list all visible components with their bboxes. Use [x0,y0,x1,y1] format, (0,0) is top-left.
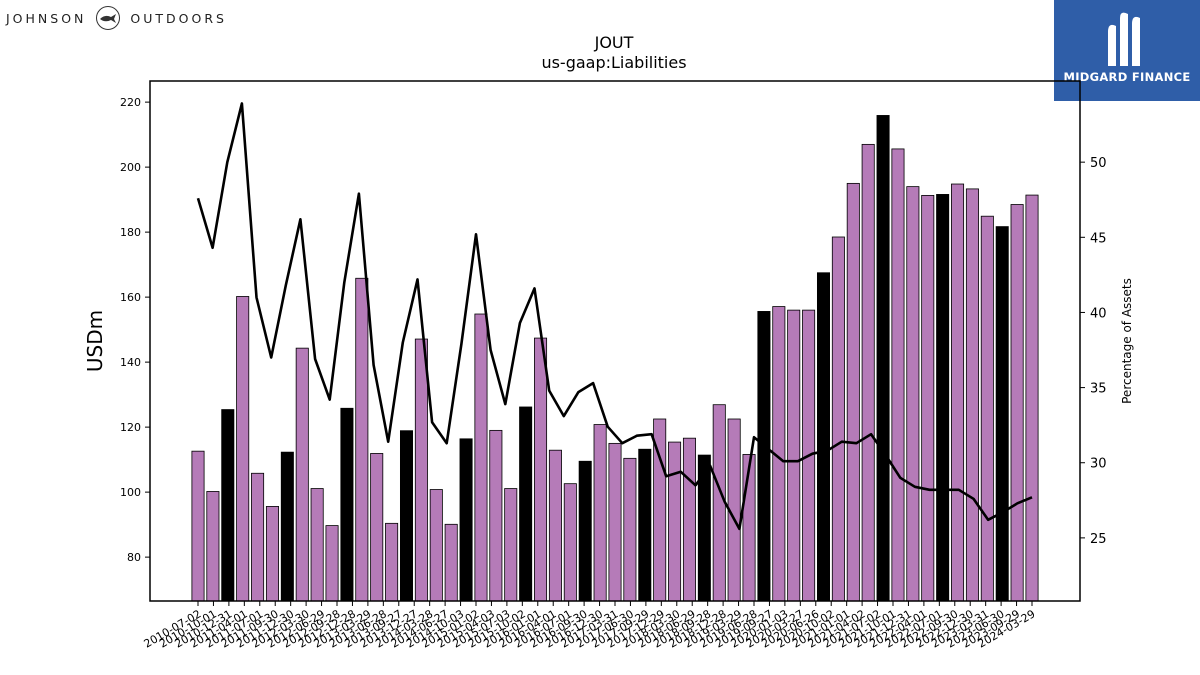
bar-21 [504,488,518,602]
bar-33 [682,437,696,602]
y2-tick-label: 30 [1090,457,1107,472]
percentage-line-series [196,102,1033,531]
bar-8 [310,488,324,602]
bar-34 [697,454,711,602]
fish-icon [96,6,121,30]
logo-text-johnson: JOHNSON [6,10,87,26]
bar-18 [459,438,473,602]
bar-54 [995,226,1009,602]
bar-48 [906,186,920,602]
bar-5 [265,506,279,602]
y-tick-label: 160 [120,291,141,304]
y-tick-label: 220 [120,96,141,109]
bar-46 [876,115,890,602]
bar-30 [638,448,652,602]
chart-subtitle: us-gaap:Liabilities [541,53,686,72]
bar-32 [668,441,682,602]
bar-13 [385,522,399,602]
y-tick-label: 200 [120,161,141,174]
bar-53 [980,215,994,602]
y2-tick-label: 45 [1090,231,1107,246]
bar-14 [399,430,414,602]
bar-9 [325,525,339,602]
y-tick-label: 80 [127,551,141,564]
bar-47 [891,148,905,602]
y2-tick-label: 35 [1090,382,1107,397]
bar-52 [965,188,979,602]
bar-4 [251,472,265,602]
bar-10 [340,407,354,602]
bar-38 [757,311,771,602]
y-tick-label: 180 [120,226,141,239]
bar-43 [831,236,845,602]
bar-22 [519,406,533,602]
bar-40 [787,309,801,602]
bar-50 [936,194,950,602]
bar-2 [221,409,235,602]
bar-16 [429,489,443,602]
midgard-finance-logo: MIDGARD FINANCE [1054,0,1200,101]
y2-axis-label: Percentage of Assets [1120,278,1134,404]
y2-tick-label: 25 [1090,532,1107,547]
bar-6 [280,451,294,602]
bar-29 [623,457,637,602]
bar-7 [295,347,309,602]
bar-35 [712,404,726,602]
bar-55 [1010,204,1024,602]
bar-49 [921,194,935,602]
y-tick-label: 100 [120,486,141,499]
y-axis-label: USDm [83,310,107,372]
y-tick-label: 140 [120,356,141,369]
bar-17 [444,523,458,602]
bar-25 [563,483,577,602]
bar-56 [1025,194,1039,602]
logo-text-outdoors: OUTDOORS [130,10,227,26]
chart-title: JOUT [594,33,634,52]
bar-19 [474,313,488,602]
bar-45 [861,143,875,602]
johnson-outdoors-logo: JOHNSON OUTDOORS [6,6,227,30]
midgard-monogram-icon [1108,12,1140,67]
midgard-finance-text: MIDGARD FINANCE [1063,70,1191,84]
bar-1 [206,491,220,602]
bar-15 [414,338,428,602]
bar-0 [191,450,205,602]
bar-3 [236,296,250,602]
bar-series [191,115,1039,602]
y2-tick-label: 40 [1090,306,1107,321]
bar-42 [816,272,831,602]
axes: 801001201401601802002202530354045502010-… [120,80,1107,651]
bar-51 [951,183,965,602]
bar-20 [489,429,503,602]
y2-tick-label: 50 [1090,156,1107,171]
bar-26 [578,460,592,602]
bar-23 [534,337,548,602]
bar-27 [593,424,607,602]
bar-44 [846,182,860,602]
bar-28 [608,442,622,602]
y-tick-label: 120 [120,421,141,434]
percentage-line [196,102,1033,531]
bar-11 [355,277,369,602]
bar-12 [370,453,384,602]
bar-24 [548,449,562,602]
